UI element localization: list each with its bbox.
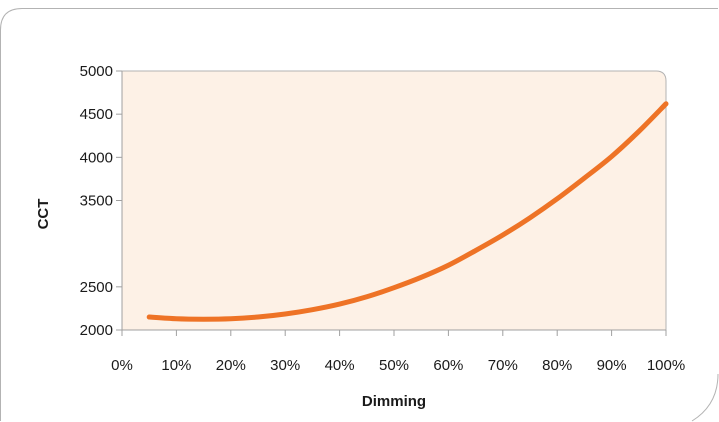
plot-area	[121, 70, 667, 331]
series-layer	[146, 101, 669, 322]
y-tick-label: 4000	[80, 149, 113, 166]
x-tick-label: 70%	[488, 357, 518, 374]
y-axis: 5000 4500 4000 3500 2500 2000	[80, 63, 123, 339]
y-tick-label: 3500	[80, 193, 113, 210]
y-tick-label: 4500	[80, 106, 113, 123]
y-tick-label: 2500	[80, 279, 113, 296]
x-tick-label: 20%	[216, 357, 246, 374]
x-tick-label: 60%	[433, 357, 463, 374]
x-tick-label: 0%	[111, 357, 133, 374]
series-line	[146, 101, 669, 322]
x-tick-label: 10%	[161, 357, 191, 374]
x-tick-label: 50%	[379, 357, 409, 374]
x-tick-label: 100%	[647, 357, 685, 374]
x-tick-label: 40%	[325, 357, 355, 374]
x-axis-title: Dimming	[362, 393, 426, 410]
x-tick-label: 80%	[542, 357, 572, 374]
x-axis: 0% 10% 20% 30% 40% 50% 60% 70% 80% 90% 100%	[111, 329, 685, 374]
y-axis-title: CCT	[35, 199, 52, 230]
outer-frame	[0, 8, 719, 422]
x-tick-label: 30%	[270, 357, 300, 374]
y-tick-label: 5000	[80, 63, 113, 80]
x-tick-label: 90%	[597, 357, 627, 374]
y-tick-label: 2000	[80, 322, 113, 339]
